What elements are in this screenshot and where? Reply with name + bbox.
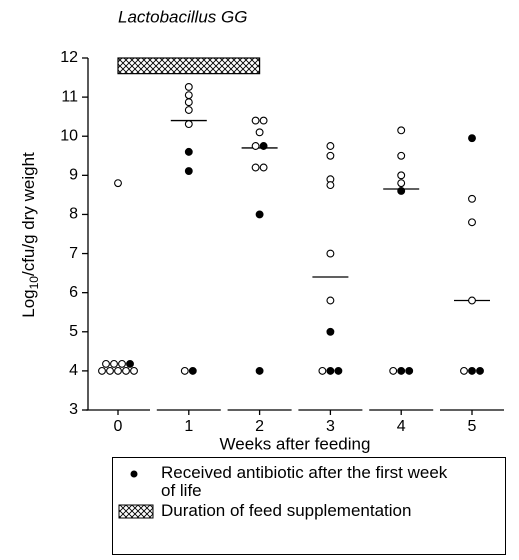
filled-point: [259, 142, 268, 150]
y-tick-label: 6: [69, 284, 78, 301]
x-tick-label: 0: [114, 418, 123, 435]
open-point: [184, 120, 193, 129]
open-point: [259, 163, 268, 172]
open-point: [397, 171, 406, 180]
y-tick-label: 4: [69, 362, 78, 379]
filled-point: [397, 366, 406, 375]
open-point: [102, 359, 110, 368]
legend-swatch: [118, 504, 154, 519]
open-point: [114, 179, 122, 188]
x-tick-label: 5: [468, 418, 477, 435]
open-point: [259, 116, 268, 125]
open-point: [184, 91, 193, 100]
filled-point: [188, 366, 197, 375]
legend-label: Duration of feed supplementation: [161, 501, 412, 520]
filled-point: [255, 210, 264, 219]
open-point: [251, 142, 260, 150]
legend-item: Received antibiotic after the first week…: [113, 464, 505, 504]
filled-point: [326, 327, 335, 336]
open-point: [468, 218, 476, 227]
y-tick-label: 11: [61, 88, 78, 105]
filled-point: [468, 366, 476, 375]
filled-point: [326, 366, 335, 375]
legend-item: Duration of feed supplementation: [113, 502, 505, 522]
open-point: [468, 296, 476, 305]
open-point: [397, 151, 406, 160]
open-point: [184, 106, 193, 114]
open-point: [180, 366, 189, 375]
open-point: [255, 128, 264, 137]
chart: Lactobacillus GG Log10/cfu/g dry weight …: [19, 7, 504, 453]
open-point: [326, 181, 335, 190]
y-tick-label: 12: [60, 49, 78, 66]
legend: Received antibiotic after the first week…: [112, 457, 506, 555]
open-point: [130, 366, 138, 375]
open-point: [468, 194, 476, 203]
open-point: [110, 359, 118, 368]
filled-point: [184, 167, 193, 175]
filled-point: [405, 366, 414, 375]
open-point: [122, 366, 130, 375]
open-point: [397, 126, 406, 135]
legend-label: Received antibiotic after the first week…: [161, 463, 448, 500]
y-tick-label: 3: [69, 401, 78, 418]
filled-point: [468, 134, 476, 143]
open-point: [98, 366, 106, 375]
y-label-subscript: 10: [27, 276, 41, 290]
open-point: [118, 359, 126, 368]
y-tick-label: 9: [69, 167, 78, 184]
open-point: [397, 179, 406, 188]
y-tick-label: 5: [69, 323, 78, 340]
x-tick-label: 3: [326, 418, 335, 435]
open-point: [326, 249, 335, 258]
chart-title: Lactobacillus GG: [118, 7, 247, 26]
open-point: [389, 366, 398, 375]
y-label-base: Log: [19, 289, 38, 317]
y-label-tail: /cfu/g dry weight: [19, 152, 38, 276]
x-tick-label: 2: [255, 418, 264, 435]
y-tick-label: 10: [60, 127, 78, 144]
x-tick-label: 1: [184, 418, 193, 435]
open-point: [326, 296, 335, 305]
y-axis-label: Log10/cfu/g dry weight: [19, 152, 41, 318]
x-axis-label: Weeks after feeding: [220, 434, 371, 453]
filled-point: [184, 147, 193, 156]
y-tick-label: 7: [69, 245, 78, 262]
filled-point: [255, 366, 264, 375]
legend-swatch: [130, 470, 138, 478]
filled-point: [126, 359, 134, 368]
supplementation-bar: [117, 57, 261, 75]
open-point: [318, 366, 327, 375]
open-point: [184, 82, 193, 91]
open-point: [251, 163, 260, 172]
filled-point: [334, 366, 343, 375]
open-point: [106, 366, 114, 375]
x-tick-label: 4: [397, 418, 406, 435]
filled-point: [397, 187, 406, 195]
open-point: [184, 98, 193, 107]
open-point: [460, 366, 468, 375]
filled-point: [476, 366, 484, 375]
open-point: [326, 151, 335, 160]
y-tick-label: 8: [69, 206, 78, 223]
open-point: [326, 142, 335, 150]
open-point: [114, 366, 122, 375]
open-point: [251, 116, 260, 125]
